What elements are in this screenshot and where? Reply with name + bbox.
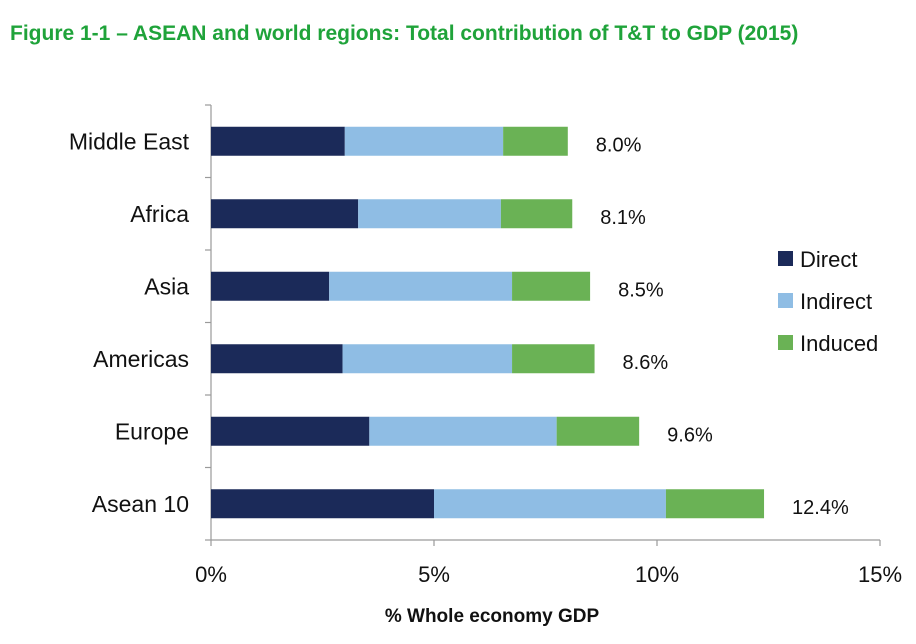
bar-induced-africa [500, 199, 573, 229]
category-labels: Middle East Africa Asia Americas Europe Asean… [69, 128, 190, 517]
bar-direct-asean-10 [211, 489, 434, 519]
legend-swatch-induced [778, 335, 793, 350]
axes [205, 104, 881, 546]
x-tick-label: 15% [858, 562, 902, 587]
bar-indirect-asean-10 [434, 489, 666, 519]
x-axis-label: % Whole economy GDP [385, 606, 600, 627]
bar-indirect-middle-east [344, 126, 504, 156]
x-tick-label: 0% [195, 562, 227, 587]
category-label: Middle East [69, 128, 190, 154]
bar-indirect-europe [369, 416, 557, 446]
legend: Direct Indirect Induced [778, 247, 878, 356]
x-tick-label: 5% [418, 562, 450, 587]
bar-induced-asia [512, 271, 591, 301]
bar-direct-americas [211, 344, 343, 374]
category-label: Africa [130, 201, 189, 227]
bar-direct-asia [211, 271, 330, 301]
legend-swatch-direct [778, 251, 793, 266]
x-tick-label: 10% [635, 562, 679, 587]
bar-indirect-asia [329, 271, 513, 301]
total-label: 9.6% [667, 424, 713, 446]
bar-induced-europe [556, 416, 640, 446]
category-label: Asean 10 [92, 491, 189, 517]
category-label: Americas [93, 346, 189, 372]
legend-swatch-indirect [778, 293, 793, 308]
x-tick-labels: 0% 5% 10% 15% [195, 562, 902, 587]
bars [211, 126, 765, 519]
chart-title: Figure 1-1 – ASEAN and world regions: To… [10, 22, 798, 45]
total-label: 8.1% [600, 207, 646, 229]
category-label: Europe [115, 418, 189, 444]
total-label: 12.4% [792, 497, 849, 519]
total-label: 8.6% [623, 352, 669, 374]
total-labels: 8.0% 8.1% 8.5% 8.6% 9.6% 12.4% [596, 134, 849, 519]
bar-induced-americas [512, 344, 595, 374]
bar-indirect-americas [342, 344, 513, 374]
category-label: Asia [144, 273, 189, 299]
legend-label-induced: Induced [800, 331, 878, 356]
bar-direct-middle-east [211, 126, 345, 156]
bar-indirect-africa [358, 199, 501, 229]
bar-direct-europe [211, 416, 370, 446]
bar-direct-africa [211, 199, 359, 229]
legend-label-direct: Direct [800, 247, 857, 272]
bar-induced-middle-east [503, 126, 568, 156]
legend-label-indirect: Indirect [800, 289, 872, 314]
total-label: 8.5% [618, 279, 664, 301]
total-label: 8.0% [596, 134, 642, 156]
bar-induced-asean-10 [665, 489, 765, 519]
